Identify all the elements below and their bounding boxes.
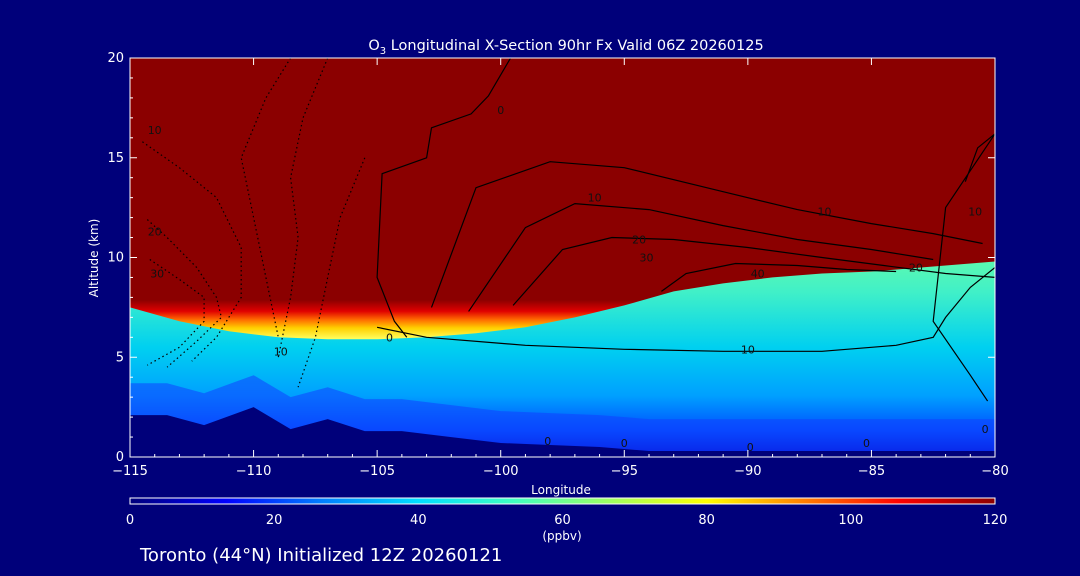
dotted-contour-d-west-mid: [277, 58, 329, 358]
x-tick-label: −110: [236, 464, 272, 479]
x-tick-label: −100: [483, 464, 519, 479]
contour-label: 0: [747, 441, 754, 454]
contour-label: 0: [982, 423, 989, 436]
colorbar-unit: (ppbv): [542, 529, 581, 543]
x-tick-label: −105: [359, 464, 395, 479]
contour-line-c20: [468, 202, 934, 312]
terrain-mask: [130, 407, 995, 457]
dotted-contour-d10: [142, 141, 242, 362]
x-axis: −115 −110 −105 −100 −95 −90 −85 −80: [112, 58, 1009, 479]
contour-label: 0: [497, 104, 504, 117]
colorbar-tick-label: 0: [126, 513, 134, 528]
y-tick-label: 0: [116, 450, 124, 465]
contour-line-c40: [661, 262, 897, 292]
dotted-contour-d20: [146, 219, 223, 368]
x-tick-label: −85: [858, 464, 885, 479]
contour-label: 0: [863, 437, 870, 450]
colorbar-tick-label: 120: [983, 513, 1008, 528]
colorbar-tick-label: 20: [266, 513, 283, 528]
contour-labels: 10 20 30 10 0 0 10 20 30 40 10 20 10 10 0 0 0 0 0: [148, 104, 989, 454]
contour-line-c0-east: [932, 133, 995, 402]
stratosphere-field: [130, 58, 995, 340]
y-tick-label: 15: [107, 151, 124, 166]
dotted-contours: [142, 58, 366, 388]
y-axis-label: Altitude (km): [87, 219, 101, 298]
y-tick-label: 20: [107, 51, 124, 66]
chart-title-main: O: [368, 38, 379, 54]
contour-label: 10: [588, 192, 602, 205]
contour-label: 10: [968, 206, 982, 219]
contour-label: 20: [909, 262, 923, 275]
contour-label: 30: [150, 267, 164, 280]
contour-label: 40: [751, 267, 765, 280]
contour-line-c10-loop: [376, 267, 995, 352]
station-caption: Toronto (44°N) Initialized 12Z 20260121: [139, 545, 502, 566]
colorbar-tick-label: 80: [698, 513, 715, 528]
chart-title-subscript: 3: [380, 46, 386, 57]
x-axis-label: Longitude: [531, 483, 591, 497]
colorbar-gradient: [129, 497, 996, 505]
chart-title-rest: Longitudinal X-Section 90hr Fx Valid 06Z…: [386, 38, 764, 54]
contour-label: 10: [818, 206, 832, 219]
contour-label: 30: [640, 252, 654, 265]
contour-label: 10: [274, 345, 288, 358]
contour-line-c30: [512, 236, 995, 306]
contour-line-c10-upper: [430, 161, 983, 308]
colorbar-tick-label: 40: [410, 513, 427, 528]
colorbar: 0 20 40 60 80 100 120 (ppbv): [126, 497, 1008, 543]
y-axis: 0 5 10 15 20: [107, 51, 995, 465]
contour-label: 10: [148, 124, 162, 137]
contour-label: 20: [632, 234, 646, 247]
y-tick-label: 10: [107, 251, 124, 266]
contour-line-c0-west: [376, 58, 512, 338]
solid-contours: [376, 58, 995, 402]
contour-label: 20: [148, 226, 162, 239]
contour-label: 0: [621, 437, 628, 450]
x-tick-label: −115: [112, 464, 148, 479]
colorbar-tick-label: 60: [554, 513, 571, 528]
contour-label: 0: [544, 435, 551, 448]
dotted-contour-d-west-upper: [240, 58, 292, 338]
x-tick-label: −80: [981, 464, 1008, 479]
plot-area: 10 20 30 10 0 0 10 20 30 40 10 20 10 10 0 0 0 0 0: [130, 58, 995, 457]
x-tick-label: −90: [734, 464, 761, 479]
colorbar-tick-label: 100: [838, 513, 863, 528]
y-tick-label: 5: [116, 350, 124, 365]
contour-label: 10: [741, 343, 755, 356]
contour-label: 0: [386, 331, 393, 344]
x-tick-label: −95: [611, 464, 638, 479]
chart-title: O3 Longitudinal X-Section 90hr Fx Valid …: [368, 38, 763, 57]
colorbar-ticks: 0 20 40 60 80 100 120: [126, 513, 1008, 528]
